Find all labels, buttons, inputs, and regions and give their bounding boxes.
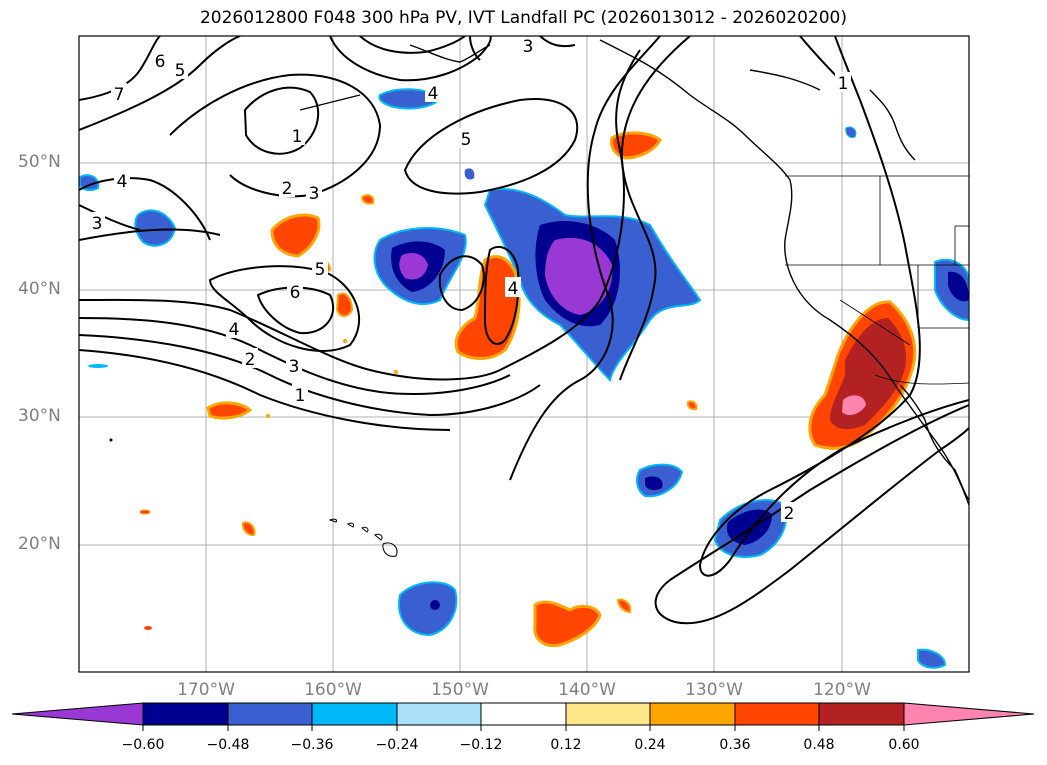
political-borders — [785, 175, 969, 385]
colorbar-over-extension — [903, 702, 1035, 726]
positive-pv-blob-central — [139, 131, 698, 648]
colorbar-tick-label: −0.48 — [206, 737, 250, 753]
negative-pv-blob-central — [373, 227, 467, 305]
colorbar-bin-6 — [565, 702, 651, 726]
colorbar-tick-label: −0.12 — [459, 737, 503, 753]
svg-text:6: 6 — [290, 283, 301, 303]
colorbar-tick-label: 0.12 — [550, 737, 582, 753]
lat-label-20n: 20°N — [18, 534, 61, 554]
svg-text:5: 5 — [175, 61, 186, 81]
figure-title: 2026012800 F048 300 hPa PV, IVT Landfall… — [199, 8, 847, 28]
svg-text:5: 5 — [461, 130, 472, 150]
contour-labels: 7 6 5 1 2 3 4 3 4 6 5 4 3 2 — [89, 36, 851, 524]
lon-label-150w: 150°W — [431, 680, 489, 700]
colorbar-tick-label: −0.60 — [121, 737, 165, 753]
svg-text:2: 2 — [784, 504, 795, 524]
svg-text:3: 3 — [92, 214, 103, 234]
svg-text:3: 3 — [309, 184, 320, 204]
svg-text:6: 6 — [155, 52, 166, 72]
colorbar-bin-3 — [311, 702, 398, 726]
svg-text:4: 4 — [229, 320, 240, 340]
lat-label-50n: 50°N — [18, 152, 61, 172]
svg-text:3: 3 — [289, 357, 300, 377]
hawaiian-islands — [109, 438, 398, 557]
lat-label-30n: 30°N — [18, 406, 61, 426]
colorbar-bin-9 — [818, 702, 905, 726]
svg-text:4: 4 — [117, 172, 128, 192]
svg-text:4: 4 — [428, 84, 439, 104]
colorbar-bin-5 — [480, 702, 567, 726]
colorbar-tick-label: −0.24 — [375, 737, 419, 753]
svg-text:2: 2 — [282, 179, 293, 199]
colorbar-tick-label: −0.36 — [290, 737, 334, 753]
colorbar-bin-4 — [396, 702, 482, 726]
colorbar-bin-1 — [142, 702, 229, 726]
svg-text:5: 5 — [315, 260, 326, 280]
lon-label-130w: 130°W — [685, 680, 743, 700]
svg-text:1: 1 — [292, 127, 303, 147]
svg-text:2: 2 — [245, 350, 256, 370]
colorbar-under-extension — [11, 702, 144, 726]
colorbar-bin-8 — [734, 702, 820, 726]
lat-label-40n: 40°N — [18, 279, 61, 299]
svg-text:3: 3 — [523, 37, 534, 57]
lon-label-120w: 120°W — [813, 680, 871, 700]
svg-text:4: 4 — [508, 279, 519, 299]
svg-text:7: 7 — [114, 85, 125, 105]
colorbar-tick-label: 0.60 — [888, 737, 920, 753]
positive-pv-blob-california — [808, 300, 917, 450]
map-frame — [78, 35, 970, 673]
svg-text:1: 1 — [295, 386, 306, 406]
colorbar — [11, 702, 1035, 731]
colorbar-bin-7 — [649, 702, 736, 726]
colorbar-tick-label: 0.48 — [803, 737, 835, 753]
svg-text:1: 1 — [838, 74, 849, 94]
colorbar-tick-label: 0.36 — [719, 737, 751, 753]
pv-contours — [79, 36, 969, 625]
lon-label-140w: 140°W — [558, 680, 616, 700]
colorbar-tick-label: 0.24 — [634, 737, 666, 753]
negative-pv-blob-small — [79, 88, 969, 669]
colorbar-bin-2 — [227, 702, 313, 726]
negative-pv-blob-hawaii — [398, 581, 458, 637]
lon-label-170w: 170°W — [177, 680, 235, 700]
lon-label-160w: 160°W — [304, 680, 362, 700]
